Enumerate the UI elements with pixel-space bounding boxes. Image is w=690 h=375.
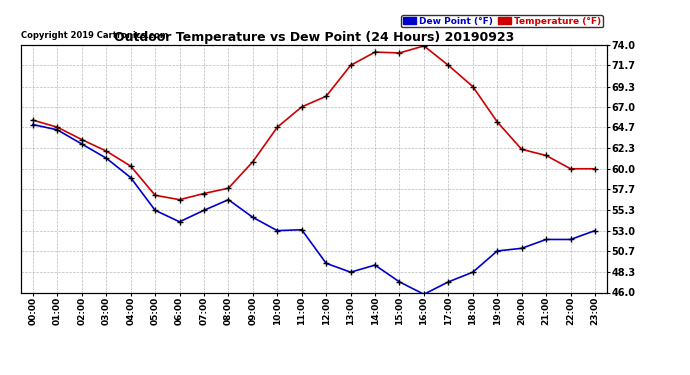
Legend: Dew Point (°F), Temperature (°F): Dew Point (°F), Temperature (°F) xyxy=(401,15,602,27)
Text: Copyright 2019 Cartronics.com: Copyright 2019 Cartronics.com xyxy=(21,31,168,40)
Title: Outdoor Temperature vs Dew Point (24 Hours) 20190923: Outdoor Temperature vs Dew Point (24 Hou… xyxy=(114,31,514,44)
